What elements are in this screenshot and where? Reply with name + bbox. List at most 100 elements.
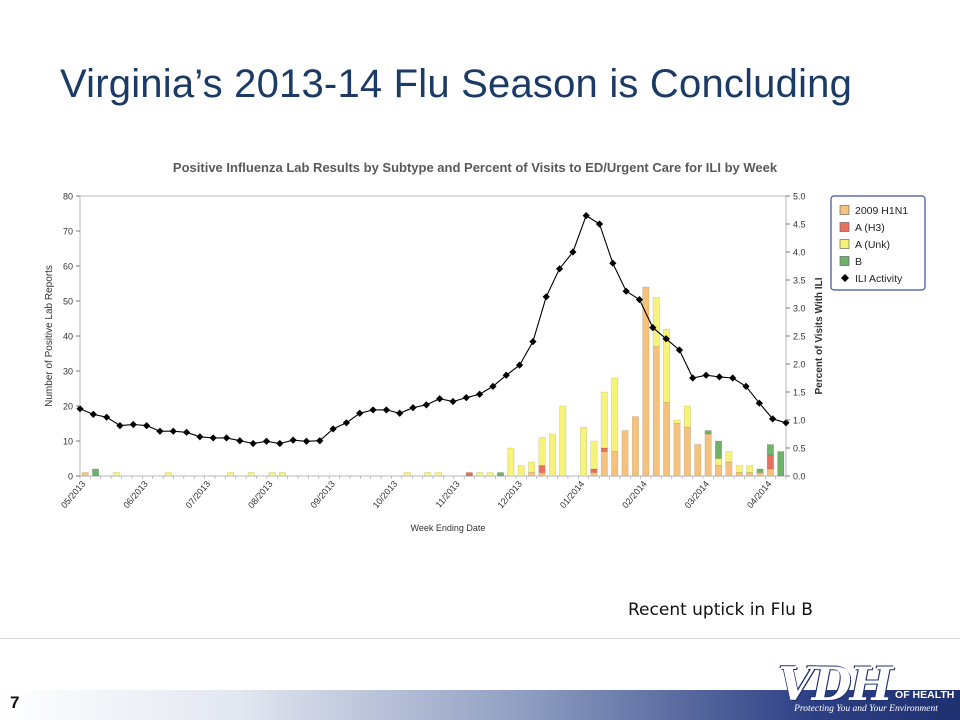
ili-point	[436, 395, 444, 403]
bar-unk	[476, 472, 484, 477]
bar-unk	[735, 465, 743, 473]
bar-b	[766, 444, 774, 456]
ili-point	[609, 259, 617, 267]
ili-point	[382, 406, 390, 414]
bar-unk	[517, 465, 525, 477]
y-tick-label: 20	[63, 402, 73, 412]
bar-h1n1	[663, 402, 671, 477]
bar-b	[777, 451, 785, 477]
ili-point	[755, 399, 763, 407]
y2-tick-label: 1.5	[793, 388, 806, 398]
legend-label: B	[855, 256, 862, 268]
bar-unk	[715, 458, 722, 466]
bar-unk	[590, 440, 598, 470]
bar-unk	[673, 419, 681, 424]
ili-point	[103, 413, 111, 421]
y-tick-label: 60	[63, 262, 73, 272]
bar-h3	[465, 472, 473, 477]
ili-point	[529, 338, 537, 346]
ili-point	[742, 382, 750, 390]
ili-point	[662, 335, 670, 343]
ili-point	[689, 374, 697, 382]
x-tick-label: 11/2013	[434, 479, 462, 510]
bar-unk	[580, 426, 588, 477]
ili-point	[409, 404, 417, 412]
ili-point	[342, 419, 351, 427]
ili-point	[422, 401, 430, 409]
ili-point	[502, 371, 510, 379]
slide-title: Virginia’s 2013-14 Flu Season is Conclud…	[60, 62, 853, 106]
ili-point	[635, 296, 644, 304]
bar-h1n1	[81, 472, 89, 477]
bar-h1n1	[652, 346, 660, 477]
x-tick-label: 05/2013	[59, 479, 88, 510]
ili-point	[729, 374, 737, 382]
ili-point	[369, 406, 377, 414]
bar-h1n1	[538, 472, 546, 477]
y-tick-label: 30	[63, 367, 73, 377]
ili-point	[582, 212, 590, 220]
ili-point	[715, 373, 723, 381]
legend-box	[830, 195, 926, 291]
x-tick-label: 07/2013	[184, 479, 213, 510]
ili-point	[489, 382, 497, 390]
bar-h1n1	[673, 423, 681, 477]
ili-point	[595, 220, 604, 228]
logo-line-health: OF HEALTH	[895, 688, 955, 701]
bar-unk	[112, 472, 120, 477]
bar-unk	[725, 451, 733, 463]
ili-point	[262, 437, 271, 445]
legend-swatch-b	[839, 256, 850, 266]
x-tick-label: 01/2014	[558, 479, 587, 510]
bar-h1n1	[683, 426, 691, 477]
bar-h1n1	[735, 472, 743, 477]
flu-chart: 0 10 20 30 40 50 60 70 80 0.0 0.5 1.0 1.5 2.0 2.5 3.0 3.…	[44, 192, 926, 533]
legend-swatch-ili	[841, 274, 849, 282]
bar-h1n1	[642, 286, 650, 477]
bar-unk	[611, 377, 619, 452]
x-tick-label: 03/2014	[683, 479, 712, 510]
ili-point	[622, 287, 630, 295]
bar-unk	[528, 461, 536, 473]
ili-point	[675, 346, 684, 354]
chart-title: Positive Influenza Lab Results by Subtyp…	[172, 160, 778, 175]
legend-swatch-unk	[839, 239, 850, 249]
bar-h1n1	[766, 468, 774, 477]
ili-point	[249, 439, 257, 448]
x-axis-title: Week Ending Date	[411, 523, 486, 533]
ili-point	[542, 293, 550, 301]
legend-swatch-h1n1	[839, 205, 850, 215]
bar-b	[497, 472, 504, 477]
bar-unk	[559, 405, 567, 477]
bar-unk	[746, 465, 754, 473]
y-tick-label: 70	[63, 227, 73, 237]
bar-h1n1	[715, 465, 722, 477]
ili-point	[89, 410, 97, 418]
ili-point	[329, 425, 337, 433]
bar-h1n1	[746, 472, 754, 477]
logo-line-department: DEPARTMENT	[895, 677, 960, 690]
bar-unk	[486, 472, 494, 477]
bar-unk	[663, 328, 671, 403]
ili-point	[196, 433, 204, 441]
legend-swatch-h3	[839, 222, 850, 232]
y2-tick-label: 3.5	[793, 276, 806, 286]
bar-unk	[278, 472, 286, 477]
bar-b	[715, 440, 722, 459]
bar-h1n1	[590, 472, 598, 477]
vdh-logo-text: VIRGINIA DEPARTMENT OF HEALTH	[895, 667, 960, 701]
ili-point	[129, 420, 137, 429]
y2-tick-label: 0.0	[793, 472, 806, 482]
ili-point	[209, 434, 217, 442]
ili-point	[236, 437, 244, 445]
bar-h1n1	[756, 472, 764, 477]
ili-point	[289, 436, 297, 444]
y-tick-label: 50	[63, 297, 73, 307]
ili-point	[555, 265, 564, 273]
bar-unk	[247, 472, 255, 477]
y2-tick-label: 0.5	[793, 444, 806, 454]
y2-tick-label: 2.5	[793, 332, 806, 342]
ili-point	[769, 415, 777, 423]
ili-point	[182, 428, 191, 436]
y2-tick-label: 4.0	[793, 248, 806, 258]
